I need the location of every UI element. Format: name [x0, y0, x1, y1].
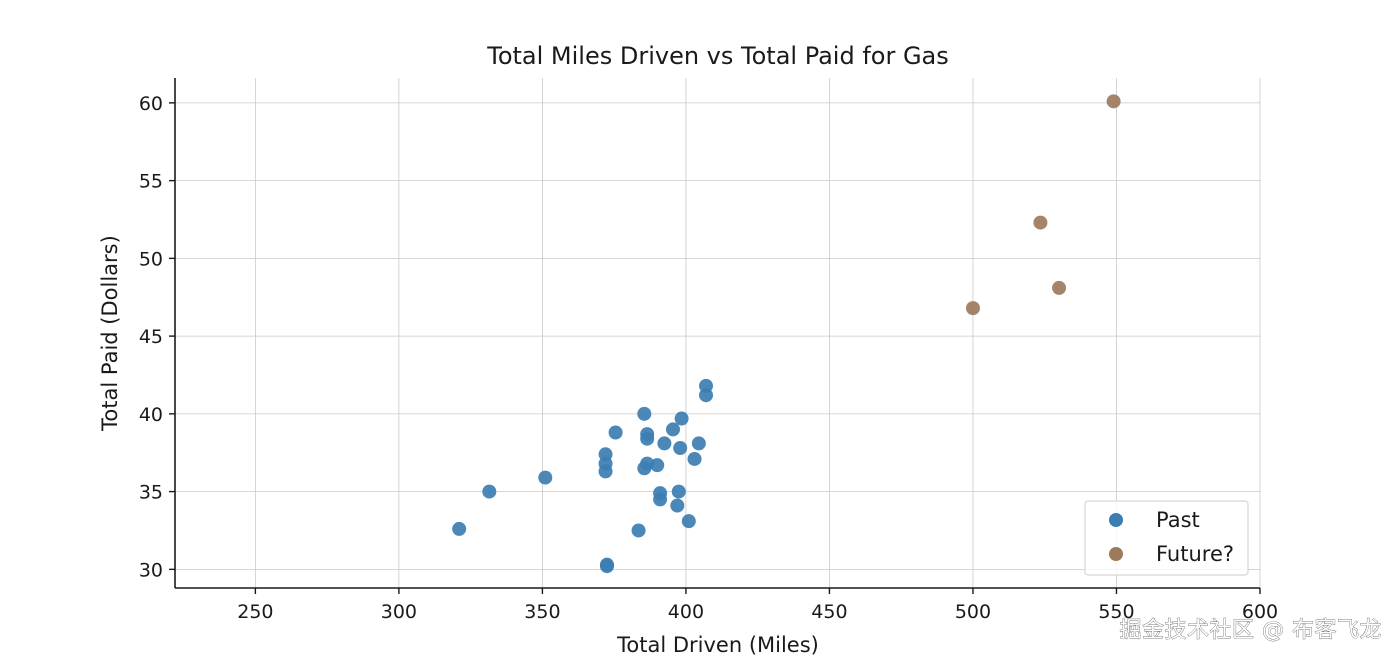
data-point-past — [671, 484, 686, 499]
data-point-past — [631, 523, 646, 538]
data-point-future — [1052, 280, 1067, 295]
legend-marker-past — [1109, 513, 1123, 527]
data-point-past — [670, 498, 685, 513]
y-tick-label: 45 — [139, 326, 163, 348]
y-tick-label: 55 — [139, 171, 163, 193]
data-point-future — [1106, 94, 1121, 109]
x-tick-label: 450 — [811, 601, 847, 623]
data-point-past — [637, 406, 652, 421]
x-tick-label: 400 — [668, 601, 704, 623]
data-point-past — [599, 559, 614, 574]
y-ticks: 30 35 40 45 50 55 60 — [139, 93, 175, 581]
axes — [174, 78, 1260, 589]
data-point-past — [608, 425, 623, 440]
data-point-past — [653, 492, 668, 507]
y-tick-label: 40 — [139, 404, 163, 426]
x-tick-label: 500 — [955, 601, 991, 623]
data-point-future — [1033, 215, 1048, 230]
legend-marker-future — [1109, 547, 1123, 561]
data-point-past — [640, 431, 655, 446]
data-point-past — [482, 484, 497, 499]
data-point-past — [699, 388, 714, 403]
y-tick-label: 50 — [139, 248, 163, 270]
y-tick-label: 30 — [139, 559, 163, 581]
data-point-past — [687, 451, 702, 466]
x-ticks: 250 300 350 400 450 500 550 600 — [237, 588, 1278, 623]
y-tick-label: 35 — [139, 482, 163, 504]
x-axis-label: Total Driven (Miles) — [616, 633, 819, 657]
x-tick-label: 550 — [1098, 601, 1134, 623]
legend-label-future: Future? — [1156, 542, 1234, 566]
legend: Past Future? — [1084, 500, 1249, 576]
watermark: 掘金技术社区 @ 布客飞龙 — [1120, 618, 1383, 643]
data-point-future — [965, 301, 980, 316]
data-point-past — [673, 441, 688, 456]
data-point-past — [657, 436, 672, 451]
data-point-past — [666, 422, 681, 437]
legend-label-past: Past — [1156, 508, 1200, 532]
y-tick-label: 60 — [139, 93, 163, 115]
x-tick-label: 250 — [237, 601, 273, 623]
data-point-past — [674, 411, 689, 426]
data-point-past — [538, 470, 553, 485]
data-point-past — [650, 458, 665, 473]
x-tick-label: 300 — [381, 601, 417, 623]
legend-box — [1084, 500, 1249, 576]
data-point-past — [598, 464, 613, 479]
grid — [175, 78, 1261, 588]
x-tick-label: 600 — [1242, 601, 1278, 623]
data-point-past — [681, 514, 696, 529]
x-tick-label: 350 — [524, 601, 560, 623]
data-point-past — [691, 436, 706, 451]
chart-title: Total Miles Driven vs Total Paid for Gas — [486, 42, 949, 70]
data-point-past — [452, 521, 467, 536]
y-axis-label: Total Paid (Dollars) — [98, 235, 122, 432]
data-points — [452, 94, 1121, 574]
